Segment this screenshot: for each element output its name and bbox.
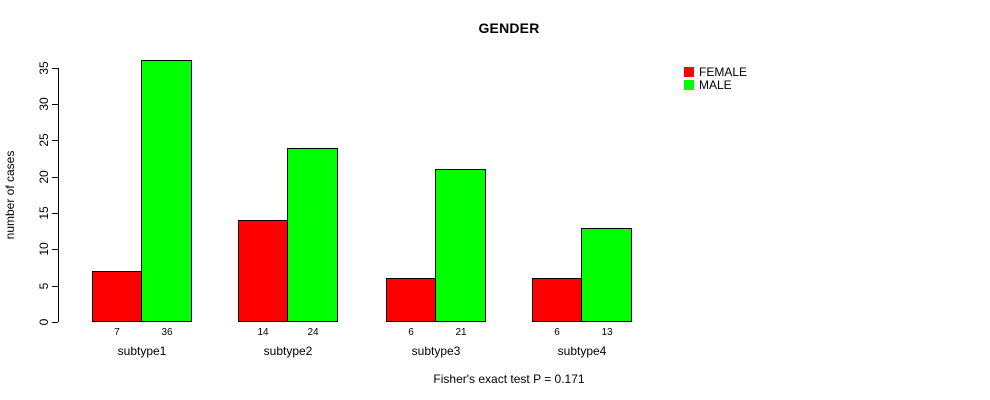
bar-value-label-female-subtype4: 6: [554, 327, 560, 338]
bar-value-label-male-subtype3: 21: [455, 327, 467, 338]
bar-value-label-female-subtype3: 6: [408, 327, 414, 338]
y-tick: [52, 140, 58, 142]
legend-swatch-icon: [684, 79, 694, 90]
y-tick: [52, 104, 58, 106]
y-tick: [52, 67, 58, 69]
y-axis-line: [58, 68, 59, 322]
x-category-label-subtype1: subtype1: [117, 344, 167, 358]
y-tick-label: 5: [37, 282, 51, 289]
bar-male-subtype2: [287, 148, 338, 322]
legend-item-male: MALE: [684, 77, 747, 92]
bar-female-subtype1: [92, 271, 142, 322]
x-category-label-subtype3: subtype3: [411, 344, 461, 358]
y-tick-label: 10: [37, 242, 51, 257]
y-axis-title: number of cases: [3, 150, 17, 240]
y-tick: [52, 176, 58, 178]
chart-title: GENDER: [478, 20, 540, 36]
y-tick: [52, 249, 58, 251]
y-tick-label: 0: [37, 318, 51, 326]
annotation-text: Fisher's exact test P = 0.171: [433, 372, 585, 386]
bar-value-label-male-subtype2: 24: [307, 327, 319, 338]
y-tick-label: 15: [37, 206, 51, 220]
y-tick: [52, 285, 58, 287]
bar-female-subtype4: [532, 278, 582, 322]
x-category-label-subtype4: subtype4: [557, 344, 607, 358]
y-tick-label: 20: [37, 169, 51, 184]
bar-male-subtype1: [141, 60, 192, 322]
bar-value-label-male-subtype1: 36: [161, 327, 173, 338]
x-category-label-subtype2: subtype2: [263, 344, 313, 358]
bar-value-label-female-subtype2: 14: [257, 327, 269, 338]
y-tick-label: 30: [37, 97, 51, 111]
bar-value-label-male-subtype4: 13: [601, 327, 613, 338]
y-tick: [52, 213, 58, 214]
legend-item-female: FEMALE: [684, 64, 748, 79]
y-tick-label: 35: [37, 61, 51, 75]
bar-male-subtype3: [435, 169, 486, 322]
legend-label: FEMALE: [699, 64, 748, 79]
y-tick: [52, 322, 58, 323]
bar-value-label-female-subtype1: 7: [114, 327, 120, 338]
legend-swatch-icon: [684, 66, 694, 77]
bar-female-subtype2: [238, 220, 288, 322]
y-tick-label: 25: [37, 133, 51, 148]
legend: FEMALE MALE: [684, 64, 748, 92]
bar-female-subtype3: [386, 278, 436, 322]
bar-male-subtype4: [581, 228, 632, 322]
legend-label: MALE: [699, 77, 732, 92]
